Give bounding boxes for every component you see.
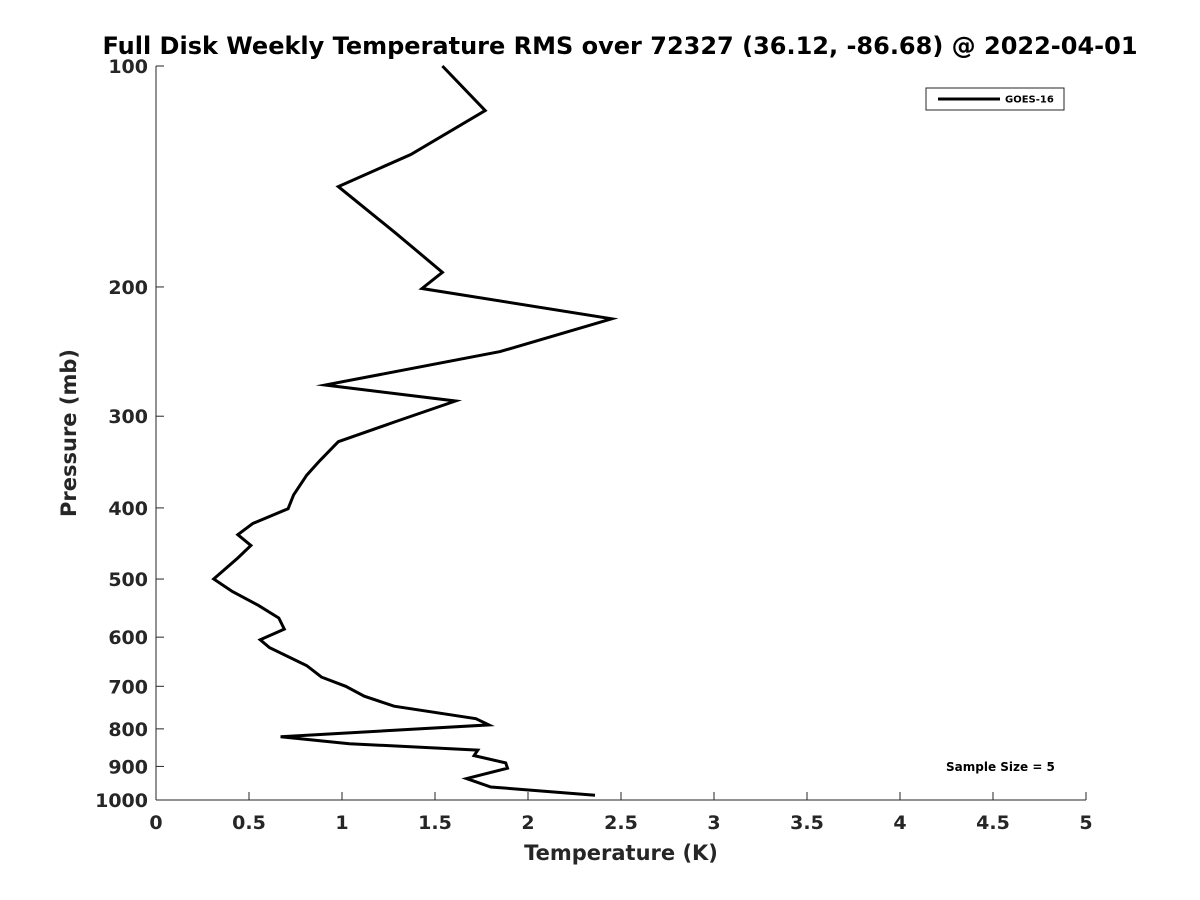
series-line-goes16 bbox=[211, 64, 619, 797]
chart-title: Full Disk Weekly Temperature RMS over 72… bbox=[102, 32, 1137, 60]
series-layer bbox=[211, 64, 619, 797]
y-tick-label: 1000 bbox=[95, 790, 148, 812]
x-tick-label: 3 bbox=[707, 812, 720, 834]
x-tick-label: 1.5 bbox=[418, 812, 452, 834]
x-tick-label: 3.5 bbox=[790, 812, 824, 834]
x-tick-label: 4 bbox=[893, 812, 906, 834]
y-tick-label: 900 bbox=[108, 756, 148, 778]
x-tick-label: 0.5 bbox=[232, 812, 266, 834]
y-tick-label: 800 bbox=[108, 719, 148, 741]
plot-area: 0 0.5 1 1.5 2 2.5 3 3.5 4 4.5 5 100 200 300 400 500 600… bbox=[95, 56, 1093, 834]
y-tick-label: 500 bbox=[108, 569, 148, 591]
y-tick-label: 300 bbox=[108, 406, 148, 428]
y-axis-label: Pressure (mb) bbox=[57, 349, 81, 517]
legend: GOES-16 bbox=[925, 87, 1065, 111]
x-axis-ticks: 0 0.5 1 1.5 2 2.5 3 3.5 4 4.5 5 bbox=[149, 792, 1093, 834]
x-tick-label: 0 bbox=[149, 812, 162, 834]
x-tick-label: 4.5 bbox=[976, 812, 1010, 834]
y-tick-label: 100 bbox=[108, 56, 148, 78]
x-tick-label: 1 bbox=[335, 812, 348, 834]
sample-size-annotation: Sample Size = 5 bbox=[946, 760, 1055, 774]
x-tick-label: 5 bbox=[1079, 812, 1092, 834]
x-tick-label: 2.5 bbox=[604, 812, 638, 834]
y-tick-label: 400 bbox=[108, 498, 148, 520]
x-tick-label: 2 bbox=[521, 812, 534, 834]
legend-label-goes16: GOES-16 bbox=[1005, 95, 1054, 106]
y-tick-label: 700 bbox=[108, 676, 148, 698]
x-axis-label: Temperature (K) bbox=[524, 841, 718, 865]
y-tick-label: 600 bbox=[108, 627, 148, 649]
y-axis-ticks: 100 200 300 400 500 600 700 800 900 1000 bbox=[95, 56, 164, 812]
y-tick-label: 200 bbox=[108, 277, 148, 299]
